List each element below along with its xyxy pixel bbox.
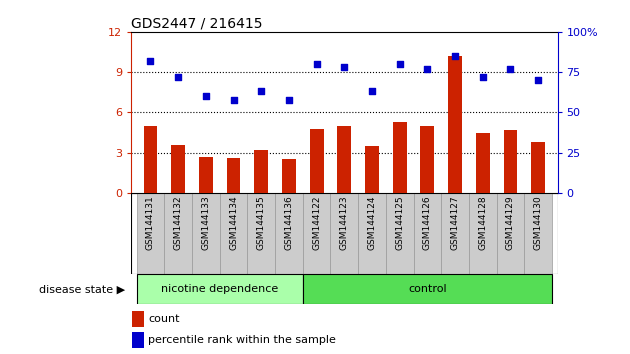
Bar [392,122,406,193]
Bar [171,144,185,193]
Text: GSM144128: GSM144128 [478,195,487,250]
Bar [220,193,248,274]
Bar [469,193,496,274]
Bar [275,193,303,274]
Text: GDS2447 / 216415: GDS2447 / 216415 [131,17,263,31]
Text: GSM144136: GSM144136 [284,195,294,250]
Point [256,88,266,94]
Point [312,61,322,67]
Bar [248,193,275,274]
Text: GSM144125: GSM144125 [395,195,404,250]
Point [146,58,156,64]
Point [394,61,404,67]
Bar [386,193,413,274]
Bar [192,193,220,274]
Text: GSM144135: GSM144135 [256,195,266,250]
Point [505,66,515,72]
Text: GSM144123: GSM144123 [340,195,349,250]
Point [367,88,377,94]
Point [229,97,239,102]
Text: GSM144133: GSM144133 [202,195,210,250]
Bar [365,146,379,193]
Bar [310,129,324,193]
Text: GSM144130: GSM144130 [534,195,542,250]
Bar [476,132,490,193]
Point [284,97,294,102]
Text: percentile rank within the sample: percentile rank within the sample [148,335,336,345]
Point [478,74,488,80]
Bar [164,193,192,274]
Bar [496,193,524,274]
Point [339,64,349,70]
Bar [524,193,552,274]
Bar [137,274,303,304]
Bar [303,193,331,274]
Bar [137,193,164,274]
Bar [358,193,386,274]
Bar [132,311,144,327]
Point [201,93,211,99]
Bar [303,274,552,304]
Bar [413,193,441,274]
Point [422,66,432,72]
Text: control: control [408,284,447,295]
Bar [255,150,268,193]
Text: GSM144124: GSM144124 [367,195,377,250]
Bar [420,126,434,193]
Bar [448,56,462,193]
Bar [441,193,469,274]
Text: nicotine dependence: nicotine dependence [161,284,278,295]
Bar [144,126,158,193]
Text: GSM144131: GSM144131 [146,195,155,250]
Bar [199,157,213,193]
Text: GSM144127: GSM144127 [450,195,459,250]
Text: GSM144126: GSM144126 [423,195,432,250]
Bar [132,332,144,348]
Bar [227,158,241,193]
Bar [338,126,351,193]
Bar [503,130,517,193]
Text: GSM144132: GSM144132 [174,195,183,250]
Text: count: count [148,314,180,324]
Bar [282,159,296,193]
Text: GSM144134: GSM144134 [229,195,238,250]
Text: GSM144129: GSM144129 [506,195,515,250]
Bar [331,193,358,274]
Bar [531,142,545,193]
Point [173,74,183,80]
Point [533,78,543,83]
Text: GSM144122: GSM144122 [312,195,321,250]
Point [450,53,460,59]
Text: disease state ▶: disease state ▶ [38,284,125,295]
